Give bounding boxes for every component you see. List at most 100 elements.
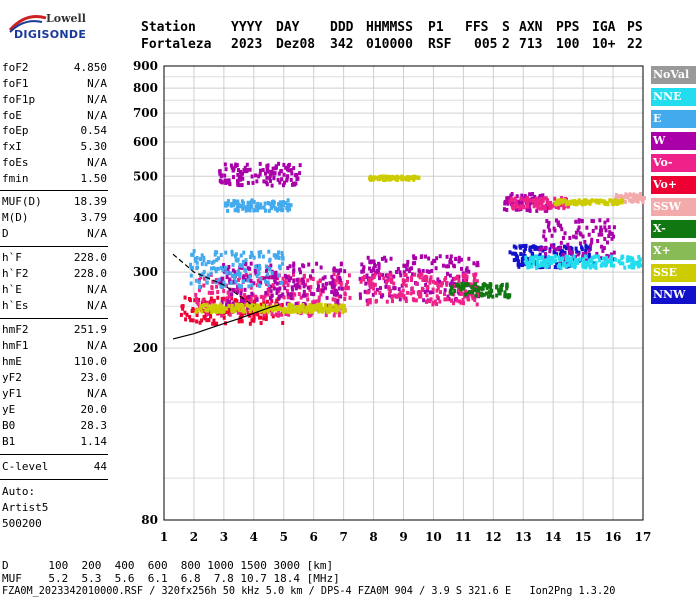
echo-point xyxy=(326,310,330,315)
echo-point xyxy=(601,261,605,266)
echo-point xyxy=(288,295,292,300)
echo-point xyxy=(272,200,276,205)
echo-point xyxy=(464,289,468,294)
echo-point xyxy=(276,307,280,312)
echo-point xyxy=(632,192,636,197)
param-value: N/A xyxy=(87,227,107,240)
echo-point xyxy=(555,261,559,266)
echo-point xyxy=(436,286,440,291)
echo-point xyxy=(411,272,415,277)
echo-point xyxy=(538,193,542,198)
echo-point xyxy=(327,309,331,314)
echo-point xyxy=(571,260,575,265)
echo-point xyxy=(289,295,293,300)
echo-point xyxy=(265,274,269,279)
echo-point xyxy=(452,264,456,269)
echo-point xyxy=(297,292,301,297)
echo-point xyxy=(361,267,365,272)
echo-point xyxy=(547,201,551,206)
echo-point xyxy=(467,269,471,274)
echo-point xyxy=(233,208,237,213)
echo-point xyxy=(524,243,528,248)
echo-point xyxy=(333,279,337,284)
x-tick-label: 17 xyxy=(635,530,652,544)
echo-point xyxy=(318,278,322,283)
echo-point xyxy=(195,313,199,318)
echo-point xyxy=(485,291,489,296)
echo-point xyxy=(431,302,435,307)
x-tick-label: 3 xyxy=(220,530,228,544)
echo-point xyxy=(229,163,233,168)
echo-point xyxy=(511,251,515,256)
echo-point xyxy=(580,199,584,204)
echo-point xyxy=(215,250,219,255)
echo-point xyxy=(433,299,437,304)
echo-point xyxy=(362,277,366,282)
echo-point xyxy=(285,167,289,172)
echo-point xyxy=(407,269,411,274)
echo-point xyxy=(434,266,438,271)
echo-point xyxy=(590,240,594,245)
y-tick-label: 400 xyxy=(133,211,158,225)
echo-point xyxy=(536,256,540,261)
echo-point xyxy=(636,264,640,269)
echo-point xyxy=(358,295,362,300)
echo-point xyxy=(205,303,209,308)
echo-point xyxy=(477,288,481,293)
echo-point xyxy=(588,201,592,206)
echo-point xyxy=(526,257,530,262)
echo-point xyxy=(302,273,306,278)
echo-point xyxy=(281,183,285,188)
echo-point xyxy=(256,201,260,206)
echo-point xyxy=(604,255,608,260)
echo-point xyxy=(203,300,207,305)
echo-point xyxy=(214,267,218,272)
echo-point xyxy=(246,200,250,205)
echo-point xyxy=(259,205,263,210)
echo-point xyxy=(430,261,434,266)
echo-point xyxy=(241,279,245,284)
echo-point xyxy=(265,299,269,304)
echo-point xyxy=(302,284,306,289)
echo-point xyxy=(535,263,539,268)
echo-point xyxy=(267,275,271,280)
echo-point xyxy=(263,171,267,176)
echo-point xyxy=(518,205,522,210)
param-key: foE xyxy=(2,109,22,122)
echo-point xyxy=(215,257,219,262)
echo-point xyxy=(547,256,551,261)
echo-point xyxy=(337,311,341,316)
echo-point xyxy=(263,276,267,281)
echo-point xyxy=(390,299,394,304)
echo-point xyxy=(627,264,631,269)
echo-point xyxy=(274,307,278,312)
echo-point xyxy=(607,234,611,239)
echo-point xyxy=(259,280,263,285)
echo-point xyxy=(209,266,213,271)
echo-point xyxy=(585,260,589,265)
echo-point xyxy=(241,176,245,181)
param-key: h`Es xyxy=(2,299,29,312)
echo-point xyxy=(236,199,240,204)
echo-point xyxy=(574,219,578,224)
echo-point xyxy=(540,246,544,251)
echo-point xyxy=(252,312,256,317)
echo-point xyxy=(504,294,508,299)
echo-point xyxy=(236,208,240,213)
echo-point xyxy=(243,169,247,174)
echo-point xyxy=(474,282,478,287)
echo-point xyxy=(181,304,185,309)
echo-point xyxy=(224,250,228,255)
echo-point xyxy=(486,294,490,299)
echo-point xyxy=(529,256,533,261)
echo-point xyxy=(446,294,450,299)
echo-point xyxy=(293,283,297,288)
echo-point xyxy=(546,263,550,268)
echo-point xyxy=(201,298,205,303)
echo-point xyxy=(519,200,523,205)
echo-point xyxy=(452,301,456,306)
hdr-label-p1: P1 xyxy=(428,20,444,35)
echo-point xyxy=(474,293,478,298)
echo-point xyxy=(587,248,591,253)
echo-point xyxy=(398,297,402,302)
